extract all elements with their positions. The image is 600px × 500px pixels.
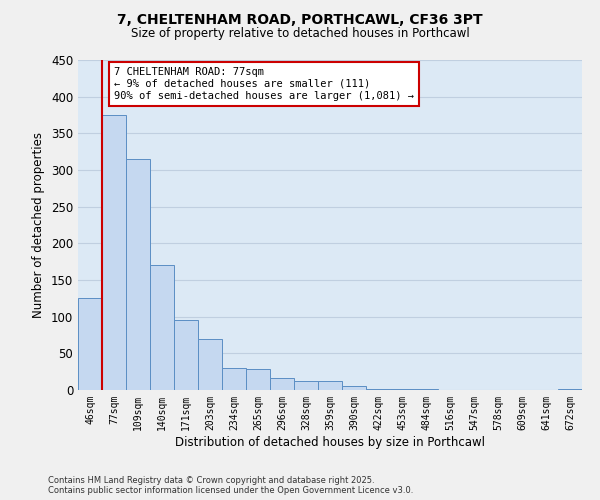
Bar bbox=[174, 320, 198, 390]
Bar bbox=[294, 381, 318, 390]
Bar bbox=[222, 368, 246, 390]
X-axis label: Distribution of detached houses by size in Porthcawl: Distribution of detached houses by size … bbox=[175, 436, 485, 448]
Text: 7 CHELTENHAM ROAD: 77sqm
← 9% of detached houses are smaller (111)
90% of semi-d: 7 CHELTENHAM ROAD: 77sqm ← 9% of detache… bbox=[114, 68, 414, 100]
Bar bbox=[558, 388, 582, 390]
Bar bbox=[342, 386, 366, 390]
Text: 7, CHELTENHAM ROAD, PORTHCAWL, CF36 3PT: 7, CHELTENHAM ROAD, PORTHCAWL, CF36 3PT bbox=[117, 12, 483, 26]
Bar bbox=[78, 298, 102, 390]
Bar bbox=[366, 388, 390, 390]
Bar bbox=[126, 159, 150, 390]
Y-axis label: Number of detached properties: Number of detached properties bbox=[32, 132, 46, 318]
Bar bbox=[390, 388, 414, 390]
Text: Size of property relative to detached houses in Porthcawl: Size of property relative to detached ho… bbox=[131, 28, 469, 40]
Bar bbox=[270, 378, 294, 390]
Bar bbox=[246, 370, 270, 390]
Bar bbox=[150, 266, 174, 390]
Bar bbox=[318, 381, 342, 390]
Text: Contains HM Land Registry data © Crown copyright and database right 2025.
Contai: Contains HM Land Registry data © Crown c… bbox=[48, 476, 413, 495]
Bar bbox=[102, 115, 126, 390]
Bar bbox=[198, 338, 222, 390]
